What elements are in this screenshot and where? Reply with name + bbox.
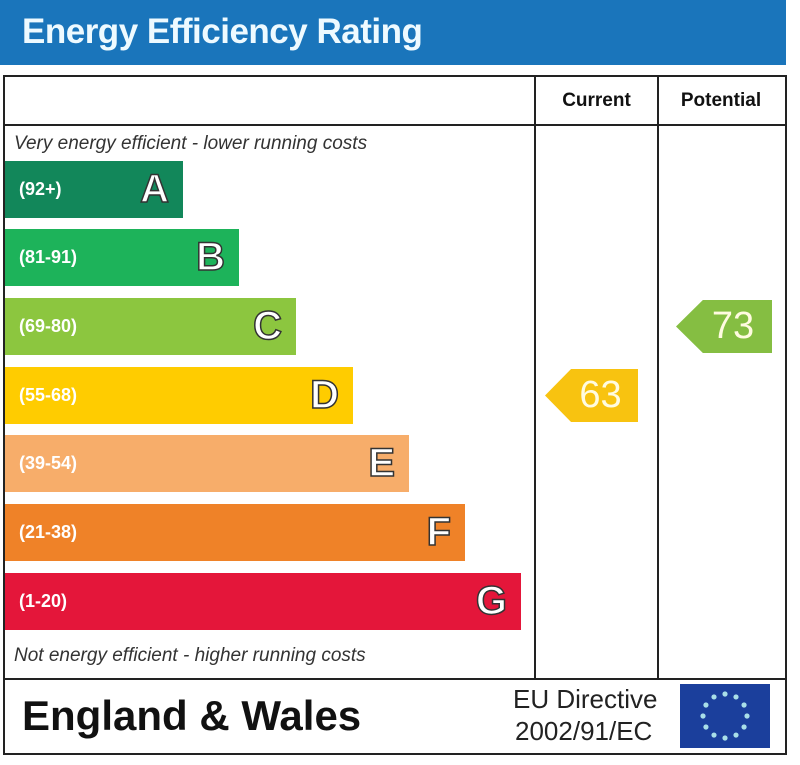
star-icon <box>711 694 717 700</box>
band-g: (1-20) G <box>5 573 521 630</box>
band-letter: D <box>309 372 339 418</box>
band-c: (69-80) C <box>5 298 296 355</box>
bottom-note: Not energy efficient - higher running co… <box>14 645 366 666</box>
star-icon <box>703 724 709 730</box>
rating-table <box>3 75 787 680</box>
chart-title: Energy Efficiency Rating <box>22 12 423 51</box>
potential-header: Potential <box>680 90 762 111</box>
band-a: (92+) A <box>5 161 183 218</box>
footer <box>3 678 787 755</box>
header-divider <box>3 124 785 126</box>
band-f: (21-38) F <box>5 504 465 561</box>
band-letter: A <box>139 166 169 212</box>
band-range: (92+) <box>19 179 62 199</box>
star-icon <box>744 713 750 719</box>
star-icon <box>722 691 728 697</box>
star-icon <box>711 732 717 738</box>
column-divider <box>534 75 536 678</box>
band-letter: C <box>252 303 282 349</box>
band-e: (39-54) E <box>5 435 409 492</box>
star-icon <box>733 732 739 738</box>
country-label: England & Wales <box>22 692 362 739</box>
band-d: (55-68) D <box>5 367 353 424</box>
band-b: (81-91) B <box>5 229 239 286</box>
star-icon <box>741 702 747 708</box>
star-icon <box>700 713 706 719</box>
star-icon <box>722 735 728 741</box>
band-range: (1-20) <box>19 591 68 611</box>
band-letter: G <box>475 578 508 624</box>
eu-flag-icon <box>680 684 770 748</box>
column-divider <box>657 75 659 678</box>
current-header: Current <box>562 90 631 111</box>
directive-line2: 2002/91/EC <box>515 716 653 746</box>
band-letter: E <box>368 440 396 486</box>
band-range: (69-80) <box>19 316 78 336</box>
star-icon <box>741 724 747 730</box>
star-icon <box>703 702 709 708</box>
band-range: (55-68) <box>19 385 78 405</box>
directive-line1: EU Directive <box>513 684 658 714</box>
star-icon <box>733 694 739 700</box>
band-range: (39-54) <box>19 453 78 473</box>
band-range: (81-91) <box>19 247 78 267</box>
potential-rating-value: 73 <box>711 305 755 347</box>
top-note: Very energy efficient - lower running co… <box>14 133 368 154</box>
band-letter: B <box>195 234 225 280</box>
title-bar <box>0 0 786 65</box>
current-rating-value: 63 <box>579 374 622 416</box>
band-letter: F <box>426 509 452 555</box>
band-range: (21-38) <box>19 522 78 542</box>
